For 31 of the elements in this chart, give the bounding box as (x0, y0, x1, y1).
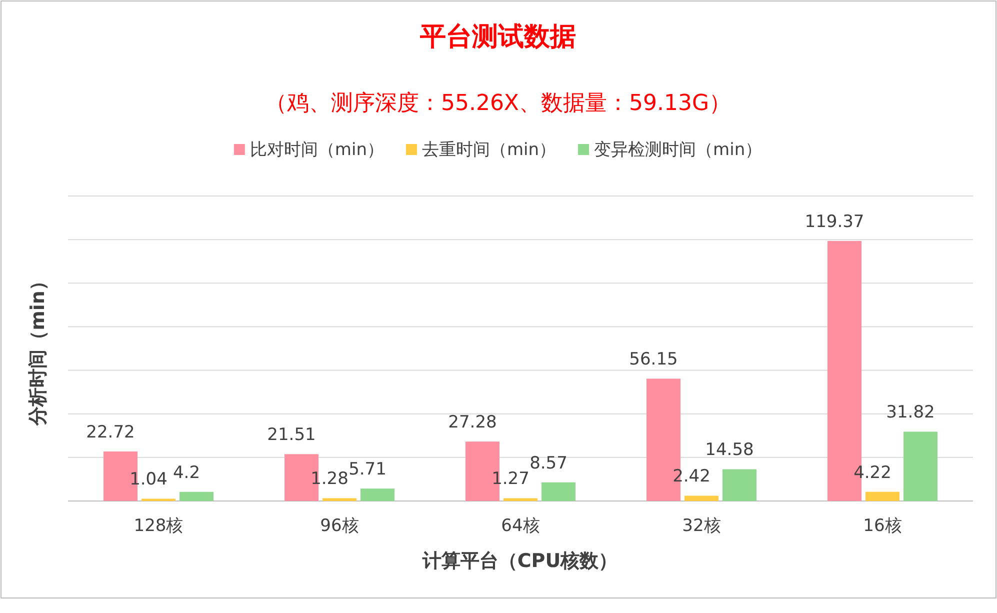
x-axis-title: 计算平台（CPU核数） (421, 550, 618, 572)
bar (322, 498, 356, 501)
legend-label: 比对时间（min） (250, 140, 384, 160)
data-label: 4.2 (172, 462, 200, 483)
bar (180, 492, 214, 501)
x-tick-label: 96核 (320, 516, 359, 536)
data-label: 14.58 (705, 440, 754, 460)
x-tick-label: 64核 (501, 516, 540, 536)
legend-label: 变异检测时间（min） (594, 140, 762, 160)
bar (360, 488, 394, 501)
data-label: 31.82 (886, 402, 935, 423)
chart-subtitle: （鸡、测序深度：55.26X、数据量：59.13G） (264, 91, 732, 116)
bar (684, 496, 718, 501)
data-label: 5.71 (348, 460, 386, 480)
y-axis-title: 分析时间（min） (27, 272, 49, 426)
legend-label: 去重时间（min） (422, 140, 556, 160)
bar (722, 469, 756, 501)
x-tick-label: 128核 (134, 516, 184, 536)
x-tick-label: 32核 (682, 516, 721, 536)
bar (866, 492, 900, 501)
bar (504, 498, 538, 501)
data-label: 8.57 (530, 453, 568, 474)
data-label: 119.37 (804, 212, 864, 232)
bar (904, 432, 938, 501)
data-label: 56.15 (629, 350, 678, 370)
data-label: 22.72 (86, 422, 135, 443)
bar (542, 482, 576, 501)
x-tick-label: 16核 (863, 516, 902, 536)
data-label: 27.28 (448, 412, 497, 433)
data-label: 21.51 (267, 425, 316, 446)
chart-title: 平台测试数据 (419, 22, 576, 52)
